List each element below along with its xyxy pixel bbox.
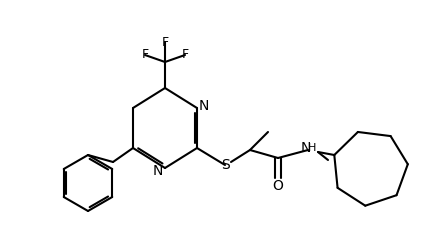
Text: F: F [161,36,169,48]
Text: F: F [181,48,189,61]
Text: O: O [272,179,283,193]
Text: N: N [199,99,209,113]
Text: H: H [308,143,316,153]
Text: N: N [301,141,311,155]
Text: F: F [141,48,149,61]
Text: N: N [153,164,163,178]
Text: S: S [220,158,229,172]
